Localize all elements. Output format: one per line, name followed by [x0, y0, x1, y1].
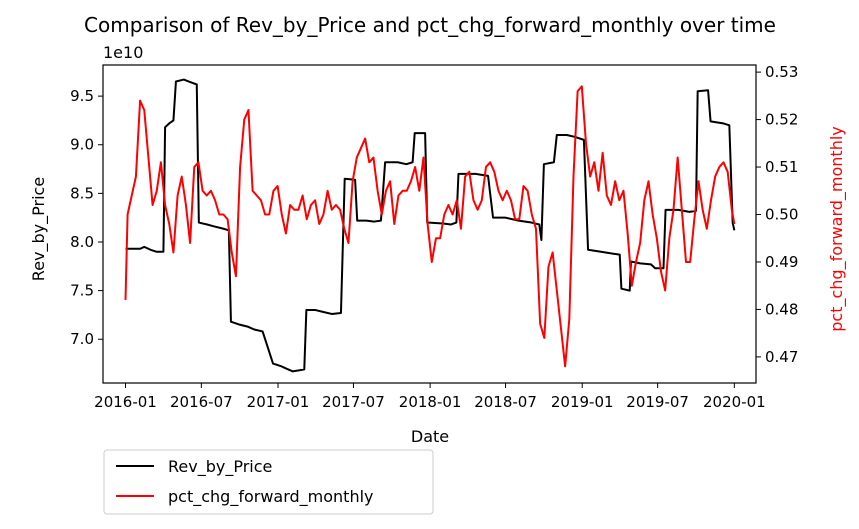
y-right-tick-label-5: 0.52: [765, 111, 798, 129]
x-tick-label-2: 2017-01: [247, 393, 310, 411]
series-layer: [124, 78, 736, 373]
y-axis-left: 7.0 7.5 8.0 8.5 9.0 9.5: [70, 87, 103, 348]
y-right-tick-label-3: 0.50: [765, 206, 798, 224]
legend: Rev_by_Price pct_chg_forward_monthly: [103, 449, 434, 515]
y-axis-left-label: Rev_by_Price: [29, 177, 49, 281]
x-axis: 2016-01 2016-07 2017-01 2017-07 2018-01 2018-…: [94, 383, 766, 411]
x-tick-label-6: 2019-01: [551, 393, 614, 411]
left-axis-offset-label: 1e10: [103, 43, 143, 62]
y-right-tick-label-0: 0.47: [765, 348, 798, 366]
x-tick-label-1: 2016-07: [170, 393, 233, 411]
y-left-tick-label-1: 7.5: [70, 282, 94, 300]
legend-label-pct-chg: pct_chg_forward_monthly: [168, 487, 374, 507]
x-tick-label-4: 2018-01: [399, 393, 462, 411]
x-tick-label-3: 2017-07: [322, 393, 385, 411]
y-left-tick-label-0: 7.0: [70, 330, 94, 348]
y-left-tick-label-3: 8.5: [70, 184, 94, 202]
y-axis-right-label: pct_chg_forward_monthly: [827, 126, 847, 332]
y-left-tick-label-2: 8.0: [70, 233, 94, 251]
legend-box: [103, 449, 434, 515]
x-axis-label: Date: [411, 427, 449, 446]
y-right-tick-label-2: 0.49: [765, 253, 798, 271]
x-tick-label-0: 2016-01: [94, 393, 157, 411]
y-right-tick-label-6: 0.53: [765, 63, 798, 81]
chart-title: Comparison of Rev_by_Price and pct_chg_f…: [84, 13, 776, 37]
series-line-rev-by-price: [125, 78, 736, 373]
y-right-tick-label-4: 0.51: [765, 158, 798, 176]
plot-frame: [102, 64, 757, 384]
x-tick-label-7: 2019-07: [626, 393, 689, 411]
series-line-pct-chg-forward-monthly: [124, 85, 736, 368]
y-right-tick-label-1: 0.48: [765, 300, 798, 318]
series-rev-by-price: [125, 78, 736, 373]
x-tick-label-5: 2018-07: [474, 393, 537, 411]
x-tick-label-8: 2020-01: [703, 393, 766, 411]
y-axis-right: 0.47 0.48 0.49 0.50 0.51 0.52 0.53: [756, 63, 798, 366]
series-pct-chg-forward-monthly: [124, 85, 736, 368]
y-left-tick-label-4: 9.0: [70, 136, 94, 154]
plot-area: [102, 64, 757, 384]
legend-label-rev-by-price: Rev_by_Price: [168, 457, 272, 477]
y-left-tick-label-5: 9.5: [70, 87, 94, 105]
